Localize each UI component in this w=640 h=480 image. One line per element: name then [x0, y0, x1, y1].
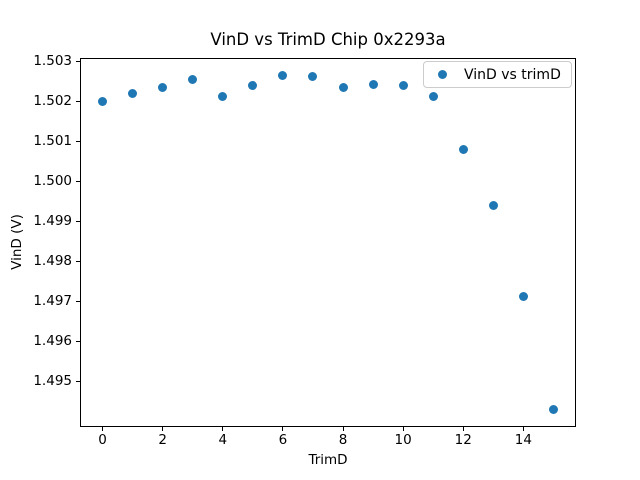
legend: VinD vs trimD — [423, 61, 572, 88]
scatter-point — [428, 92, 438, 102]
y-tick-label: 1.497 — [33, 292, 72, 309]
y-tick-label: 1.495 — [33, 372, 72, 389]
scatter-point — [278, 71, 288, 81]
x-tick-mark — [462, 427, 464, 431]
scatter-point — [458, 144, 468, 154]
y-tick-mark — [76, 181, 80, 183]
x-tick-mark — [162, 427, 164, 431]
scatter-point — [398, 81, 408, 91]
y-tick-mark — [76, 61, 80, 63]
x-tick-label: 4 — [218, 432, 228, 448]
scatter-point — [518, 291, 528, 301]
x-tick-label: 14 — [514, 432, 532, 448]
scatter-point — [158, 83, 168, 93]
scatter-point — [128, 88, 138, 98]
x-tick-label: 0 — [98, 432, 107, 448]
legend-marker-icon — [438, 70, 447, 79]
x-tick-label: 10 — [394, 432, 412, 448]
chart-title: VinD vs TrimD Chip 0x2293a — [210, 30, 446, 49]
x-tick-label: 8 — [338, 432, 348, 448]
scatter-point — [548, 404, 558, 414]
y-tick-label: 1.502 — [33, 93, 72, 110]
scatter-point — [188, 75, 198, 85]
scatter-point — [368, 79, 378, 89]
x-axis-label: TrimD — [308, 452, 348, 468]
x-tick-mark — [102, 427, 104, 431]
x-tick-label: 12 — [454, 432, 472, 448]
y-tick-mark — [76, 380, 80, 382]
legend-label: VinD vs trimD — [464, 66, 561, 83]
y-tick-label: 1.503 — [33, 53, 72, 70]
x-tick-mark — [522, 427, 524, 431]
x-tick-mark — [222, 427, 224, 431]
y-tick-mark — [76, 141, 80, 143]
x-tick-mark — [402, 427, 404, 431]
scatter-point — [248, 80, 258, 90]
scatter-point — [98, 96, 108, 106]
x-tick-label: 6 — [278, 432, 288, 448]
x-tick-mark — [282, 427, 284, 431]
y-tick-label: 1.496 — [33, 332, 72, 349]
y-tick-label: 1.498 — [33, 252, 72, 269]
y-tick-mark — [76, 340, 80, 342]
scatter-point — [308, 72, 318, 82]
y-axis-label: VinD (V) — [9, 214, 25, 270]
x-tick-label: 2 — [158, 432, 167, 448]
plot-area — [80, 58, 576, 427]
scatter-point — [338, 83, 348, 93]
scatter-point — [488, 201, 498, 211]
y-tick-mark — [76, 300, 80, 302]
y-tick-label: 1.499 — [33, 213, 72, 230]
y-tick-mark — [76, 260, 80, 262]
y-tick-mark — [76, 221, 80, 223]
y-tick-mark — [76, 101, 80, 103]
y-tick-label: 1.500 — [33, 173, 72, 190]
y-tick-label: 1.501 — [33, 133, 72, 150]
scatter-point — [218, 91, 228, 101]
x-tick-mark — [342, 427, 344, 431]
